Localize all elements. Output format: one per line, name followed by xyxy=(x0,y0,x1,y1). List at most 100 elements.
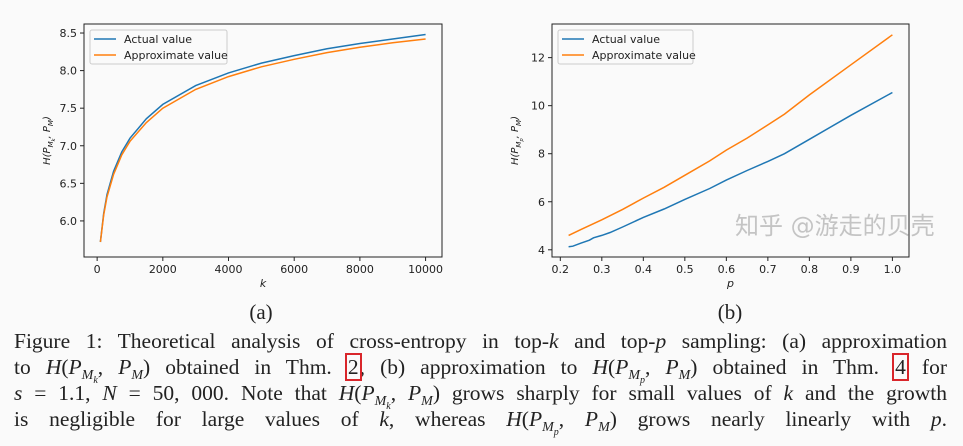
y-tick-label: 4 xyxy=(538,244,545,257)
x-tick-label: 4000 xyxy=(215,263,243,276)
caption-text: ) xyxy=(432,381,440,405)
caption-text: grows nearly linearly with xyxy=(616,407,931,431)
caption-text: P xyxy=(665,355,679,379)
caption-text: Figure 1: Theoretical analysis of cross-… xyxy=(14,329,550,353)
caption-line: to H(PMk, PM) obtained in Thm. 2, (b) ap… xyxy=(14,353,947,386)
theorem-reference-link[interactable]: 2 xyxy=(344,353,362,381)
watermark: 知乎 @游走的贝壳 xyxy=(735,212,935,240)
caption-text: M xyxy=(598,420,610,435)
x-tick-label: 8000 xyxy=(346,263,374,276)
y-tick-label: 12 xyxy=(531,52,545,65)
caption-text: N xyxy=(102,381,117,405)
caption-text: k xyxy=(386,401,391,412)
caption-text: P xyxy=(584,407,599,431)
y-tick-label: 6.5 xyxy=(60,177,78,190)
caption-text: ( xyxy=(61,355,69,379)
caption-text: H xyxy=(506,407,522,431)
y-tick-label: 7.5 xyxy=(60,102,78,115)
caption-text: ( xyxy=(608,355,616,379)
x-axis-label: k xyxy=(260,277,267,290)
legend: Actual value Approximate value xyxy=(89,29,228,65)
legend-entry: Actual value xyxy=(592,33,660,46)
caption-text: H xyxy=(338,381,355,405)
caption-text: sampling: (a) approximation xyxy=(666,329,948,353)
x-tick-label: 0.9 xyxy=(842,263,860,276)
x-tick-label: 0.8 xyxy=(801,263,819,276)
y-axis-label-part: k xyxy=(51,137,57,141)
y-tick-label: 8.5 xyxy=(60,27,78,40)
caption-text: P xyxy=(361,381,375,405)
x-tick-label: 0.5 xyxy=(676,263,694,276)
series-line-actual xyxy=(568,91,893,248)
caption-text: grows sharply for small values of xyxy=(439,381,784,405)
theorem-reference-link[interactable]: 4 xyxy=(892,353,909,381)
y-axis-label-part: ) xyxy=(510,116,521,121)
y-axis-label-part: M xyxy=(47,120,55,126)
caption-text: = 1.1, xyxy=(22,381,103,405)
axes-frame xyxy=(83,23,443,258)
caption-text: , xyxy=(558,407,585,431)
panel-label-b: (b) xyxy=(717,300,743,324)
caption-text: obtained in Thm. xyxy=(150,355,347,379)
caption-text: P xyxy=(408,381,422,405)
caption-text: p xyxy=(640,375,645,386)
y-axis-label-part: H(P xyxy=(42,146,53,164)
caption-line: Figure 1: Theoretical analysis of cross-… xyxy=(14,328,947,354)
x-axis-label: p xyxy=(726,277,734,290)
figure-caption: Figure 1: Theoretical analysis of cross-… xyxy=(14,328,947,438)
axes-frame xyxy=(551,23,910,258)
caption-text: = 50, 000. Note that xyxy=(116,381,339,405)
caption-text: ) xyxy=(143,355,151,379)
series-line-approximate xyxy=(99,38,426,243)
caption-text: k xyxy=(783,381,794,405)
y-tick-label: 8 xyxy=(538,148,545,161)
caption-text: and top- xyxy=(558,329,656,353)
panel-label-a: (a) xyxy=(249,300,273,324)
legend-entry: Actual value xyxy=(124,33,192,46)
legend-box xyxy=(557,29,694,65)
caption-text: M xyxy=(131,368,144,383)
caption-text: H xyxy=(45,355,62,379)
caption-text: M xyxy=(678,368,691,383)
x-tick-label: 0.7 xyxy=(759,263,777,276)
caption-text: k xyxy=(549,329,559,353)
x-tick-label: 10000 xyxy=(408,263,443,276)
caption-text: , xyxy=(390,381,408,405)
caption-text: k xyxy=(379,407,389,431)
x-tick-label: 2000 xyxy=(149,263,177,276)
caption-text: M xyxy=(81,368,94,383)
caption-text: ) xyxy=(690,355,698,379)
chart-b: 0.2 0.3 0.4 0.5 0.6 0.7 0.8 0.9 1.04681012pH(PMp… xyxy=(510,23,910,290)
y-axis-label-part: H(P xyxy=(510,147,521,165)
y-tick-label: 7.0 xyxy=(60,140,78,153)
y-tick-label: 8.0 xyxy=(60,65,78,78)
y-axis-label-part: ) xyxy=(42,116,53,121)
caption-text: ( xyxy=(521,407,529,431)
legend: Actual value Approximate value xyxy=(557,29,696,65)
x-tick-label: 0.6 xyxy=(718,263,736,276)
series-line-actual xyxy=(99,33,426,243)
caption-text: , xyxy=(97,355,119,379)
caption-text: ) xyxy=(609,407,617,431)
y-axis-label-part: M xyxy=(47,141,55,147)
figure-charts: 0 2000 4000 6000 8000 10000 6.0 6.5 7.0 7.5 8.0 8.5… xyxy=(42,23,910,290)
caption-line: s = 1.1, N = 50, 000. Note that H(PMk, P… xyxy=(14,380,947,412)
caption-text: ( xyxy=(354,381,362,405)
y-axis-label-part: M xyxy=(515,120,523,126)
caption-text: for xyxy=(906,355,947,379)
x-tick-label: 1.0 xyxy=(884,263,902,276)
y-tick-label: 6 xyxy=(538,196,545,209)
caption-text: , (b) approximation to xyxy=(359,355,593,379)
caption-text: k xyxy=(93,375,98,386)
caption-text: M xyxy=(374,394,387,409)
series-line-approximate xyxy=(568,34,893,237)
chart-a: 0 2000 4000 6000 8000 10000 6.0 6.5 7.0 7.5 8.0 8.5… xyxy=(42,23,443,290)
legend-entry: Approximate value xyxy=(124,49,228,62)
caption-text: and the growth xyxy=(793,381,947,405)
caption-text: P xyxy=(528,407,543,431)
y-axis-label-part: , P xyxy=(510,125,521,138)
caption-text: P xyxy=(118,355,132,379)
y-axis-label-part: p xyxy=(519,138,525,142)
caption-text: to xyxy=(14,355,46,379)
caption-text: p xyxy=(553,427,559,438)
